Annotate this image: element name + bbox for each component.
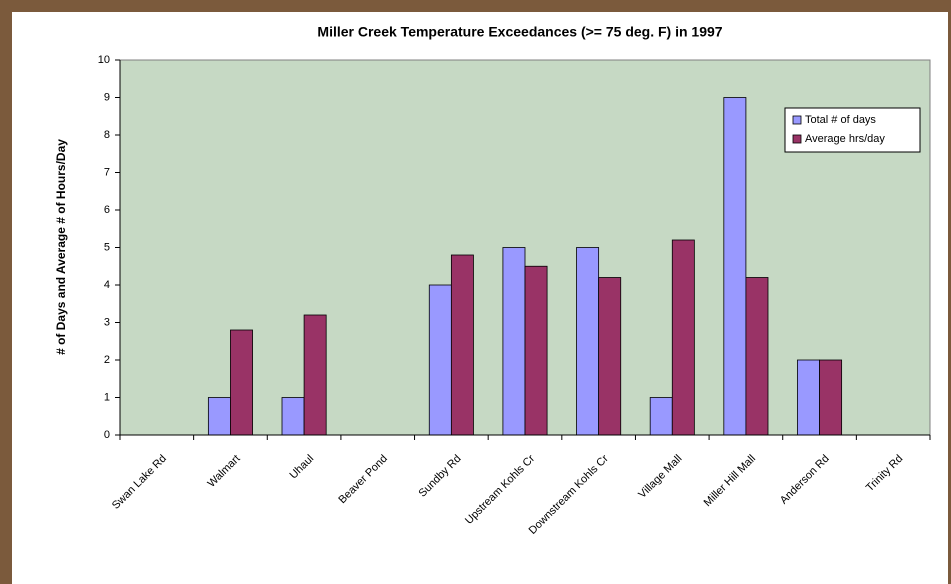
y-tick-label: 8: [104, 129, 110, 141]
y-tick-label: 4: [104, 279, 110, 291]
chart-title: Miller Creek Temperature Exceedances (>=…: [317, 24, 722, 40]
bar: [303, 314, 327, 436]
bar: [524, 265, 548, 436]
y-tick-label: 5: [104, 241, 110, 253]
bar: [230, 329, 253, 436]
legend-box: [784, 107, 921, 153]
legend-swatch: [792, 115, 802, 125]
y-tick-label: 9: [104, 91, 110, 103]
bar: [797, 359, 820, 436]
bar: [598, 277, 622, 436]
y-tick-label: 3: [104, 316, 110, 328]
bar: [281, 397, 305, 436]
y-tick-label: 1: [104, 391, 110, 403]
legend-label: Total # of days: [805, 114, 876, 126]
y-tick-label: 10: [98, 54, 110, 66]
y-tick-label: 2: [104, 354, 110, 366]
bar: [207, 397, 231, 436]
bar: [450, 254, 474, 436]
bar: [745, 277, 769, 436]
legend-swatch: [792, 134, 802, 144]
bar: [576, 247, 600, 436]
bar: [649, 397, 673, 436]
y-tick-label: 6: [104, 204, 110, 216]
bar: [819, 359, 843, 436]
legend-label: Average hrs/day: [805, 133, 885, 145]
y-tick-label: 7: [104, 166, 110, 178]
bar: [723, 97, 747, 436]
bar: [428, 284, 452, 436]
bar: [671, 239, 695, 436]
y-axis-label: # of Days and Average # of Hours/Day: [54, 139, 68, 355]
bar: [502, 247, 526, 436]
y-tick-label: 0: [104, 429, 110, 441]
